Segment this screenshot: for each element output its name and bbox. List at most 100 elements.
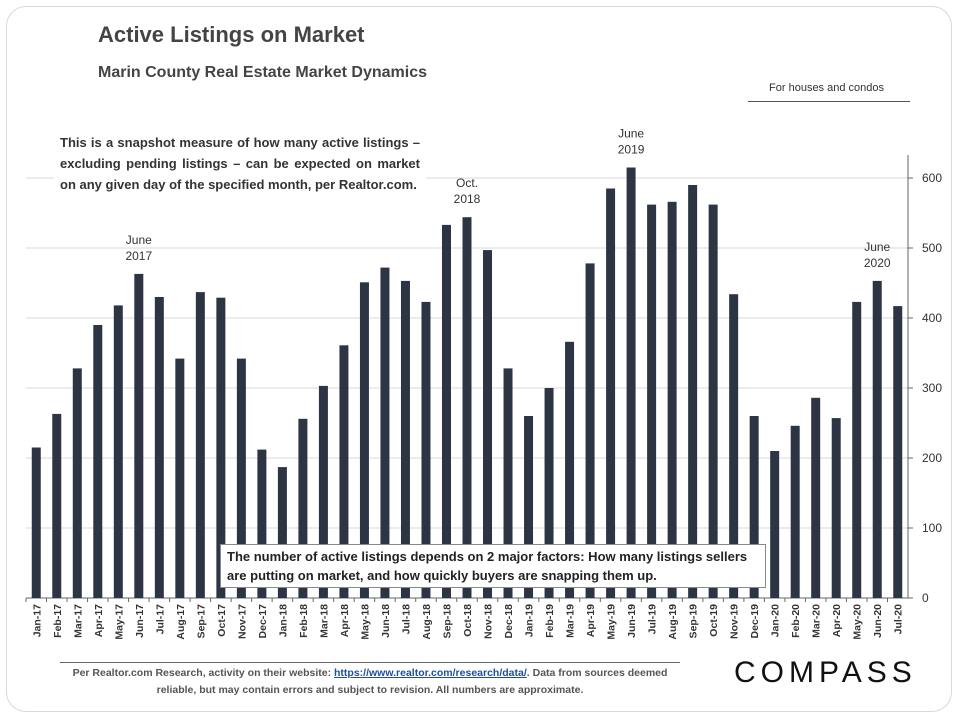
x-tick-label: Jan-20	[770, 604, 782, 637]
bar	[770, 451, 780, 598]
x-tick-label: Dec-19	[749, 604, 761, 639]
x-tick-label: May-19	[606, 604, 618, 640]
bar	[811, 397, 821, 598]
x-tick-label: Sep-17	[195, 604, 207, 639]
x-tick-label: May-20	[852, 604, 864, 640]
bar	[359, 282, 369, 598]
bar	[236, 358, 246, 598]
bar	[565, 341, 575, 598]
bar	[647, 204, 657, 598]
chart-title: Active Listings on Market	[98, 22, 365, 47]
x-tick-label: Oct-17	[216, 604, 228, 637]
bar	[831, 418, 841, 598]
slide-frame	[6, 6, 952, 712]
y-tick-label: 100	[922, 521, 942, 535]
peak-annotation-label: June	[618, 127, 644, 141]
x-tick-label: Apr-18	[339, 604, 351, 637]
y-tick-label: 200	[922, 451, 942, 465]
bar	[277, 467, 287, 598]
x-tick-label: Jan-18	[277, 604, 289, 637]
y-tick-label: 500	[922, 241, 942, 255]
bar	[134, 273, 144, 598]
x-tick-label: Jun-19	[626, 604, 638, 638]
x-tick-label: May-17	[113, 604, 125, 640]
x-tick-label: Jul-18	[400, 604, 412, 635]
x-tick-label: Jul-17	[154, 604, 166, 635]
chart-subtitle: Marin County Real Estate Market Dynamics	[98, 64, 427, 81]
bar	[524, 416, 534, 598]
bar	[400, 280, 410, 598]
note-divider	[748, 101, 910, 102]
x-tick-label: Mar-19	[565, 604, 577, 638]
bar	[195, 292, 205, 598]
x-tick-label: Jul-19	[647, 604, 659, 635]
y-tick-label: 600	[922, 171, 942, 185]
bar	[708, 204, 718, 598]
x-tick-label: Mar-18	[318, 604, 330, 638]
x-tick-label: Jun-20	[872, 604, 884, 638]
y-tick-label: 300	[922, 381, 942, 395]
bar	[441, 224, 451, 598]
bar	[688, 185, 698, 598]
x-tick-label: Apr-20	[831, 604, 843, 637]
x-tick-label: May-18	[359, 604, 371, 640]
bar	[72, 368, 82, 598]
bar	[626, 167, 636, 598]
source-link[interactable]: https://www.realtor.com/research/data/	[334, 667, 527, 679]
bar	[729, 294, 739, 598]
bar	[872, 280, 882, 598]
peak-annotation-year: 2020	[864, 256, 891, 270]
bar	[606, 188, 616, 598]
y-tick-label: 400	[922, 311, 942, 325]
bar	[298, 418, 308, 598]
source-footer: Per Realtor.com Research, activity on th…	[60, 662, 680, 699]
x-tick-label: Jun-18	[380, 604, 392, 638]
bar	[175, 358, 185, 598]
bar	[380, 267, 390, 598]
x-tick-label: Sep-18	[441, 604, 453, 639]
x-tick-label: Nov-19	[729, 604, 741, 639]
bar	[52, 413, 62, 598]
x-tick-label: Jun-17	[134, 604, 146, 638]
bar	[318, 385, 328, 598]
x-tick-label: Aug-19	[667, 604, 679, 640]
footer-suffix: . Data from sources deemed reliable, but…	[156, 667, 668, 696]
x-tick-label: Oct-18	[462, 604, 474, 637]
bar	[790, 425, 800, 598]
bar	[483, 250, 493, 598]
x-tick-label: Jul-20	[893, 604, 905, 635]
bar	[852, 301, 862, 598]
peak-annotation-year: 2018	[454, 192, 481, 206]
bar	[216, 297, 226, 598]
x-tick-label: Feb-20	[790, 604, 802, 638]
bar	[93, 325, 103, 598]
peak-annotation-label: June	[864, 240, 890, 254]
compass-logo: COMPASS	[734, 656, 917, 689]
x-tick-label: Apr-17	[93, 604, 105, 637]
x-tick-label: Dec-18	[503, 604, 515, 639]
x-tick-label: Feb-18	[298, 604, 310, 638]
y-tick-label: 0	[922, 591, 929, 605]
bar	[667, 201, 677, 599]
bar	[154, 297, 164, 598]
peak-annotation-year: 2017	[125, 249, 152, 263]
x-tick-label: Nov-18	[483, 604, 495, 639]
x-tick-label: Jan-17	[31, 604, 43, 637]
x-tick-label: Apr-19	[585, 604, 597, 637]
peak-annotation-year: 2019	[618, 143, 645, 157]
factors-box: The number of active listings depends on…	[220, 544, 766, 588]
x-tick-label: Sep-19	[688, 604, 700, 639]
bar	[421, 301, 431, 598]
x-tick-label: Feb-17	[52, 604, 64, 638]
bar	[339, 345, 349, 598]
peak-annotation-label: June	[126, 233, 152, 247]
x-tick-label: Aug-17	[175, 604, 187, 640]
bar	[585, 263, 595, 598]
chart-note: For houses and condos	[769, 82, 884, 94]
bar	[113, 305, 123, 598]
x-tick-label: Mar-20	[811, 604, 823, 638]
x-tick-label: Mar-17	[72, 604, 84, 638]
x-tick-label: Jan-19	[524, 604, 536, 637]
description-box: This is a snapshot measure of how many a…	[54, 130, 426, 197]
